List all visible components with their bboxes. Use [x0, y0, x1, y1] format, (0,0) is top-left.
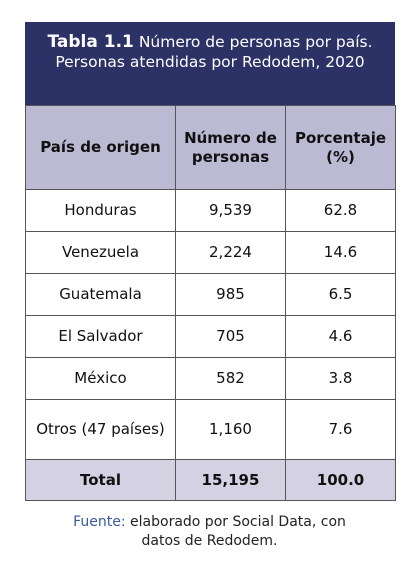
table-row: Otros (47 países) 1,160 7.6: [25, 399, 396, 460]
source-note: Fuente: elaborado por Social Data, con d…: [0, 513, 419, 551]
table-cell: 705: [175, 315, 286, 358]
table-cell: 2,224: [175, 231, 286, 274]
header-cell: Número de personas: [175, 105, 286, 190]
table-cell: 582: [175, 357, 286, 400]
total-cell: 15,195: [175, 459, 286, 501]
table-figure: Tabla 1.1 Número de personas por país. P…: [25, 22, 396, 501]
table-row: México 582 3.8: [25, 357, 396, 400]
table-cell: 3.8: [285, 357, 396, 400]
table-cell: 985: [175, 273, 286, 316]
table-cell: Otros (47 países): [25, 399, 176, 460]
table-cell: 4.6: [285, 315, 396, 358]
total-cell: 100.0: [285, 459, 396, 501]
total-row: Total 15,195 100.0: [25, 459, 396, 501]
table-cell: México: [25, 357, 176, 400]
header-cell: Porcentaje (%): [285, 105, 396, 190]
source-text: elaborado por Social Data, con datos de …: [130, 514, 346, 549]
total-cell: Total: [25, 459, 176, 501]
table-cell: 14.6: [285, 231, 396, 274]
table-cell: Venezuela: [25, 231, 176, 274]
table-cell: 7.6: [285, 399, 396, 460]
table-cell: Honduras: [25, 189, 176, 232]
data-table: País de origen Número de personas Porcenta…: [25, 105, 396, 501]
table-cell: 62.8: [285, 189, 396, 232]
title-label: Tabla 1.1: [47, 32, 134, 52]
table-row: Honduras 9,539 62.8: [25, 189, 396, 232]
table-row: Guatemala 985 6.5: [25, 273, 396, 316]
source-block: Fuente: elaborado por Social Data, con d…: [60, 513, 360, 551]
table-cell: 9,539: [175, 189, 286, 232]
title-text: Número de personas por país. Personas at…: [55, 33, 373, 71]
table-cell: Guatemala: [25, 273, 176, 316]
table-cell: El Salvador: [25, 315, 176, 358]
source-label: Fuente:: [73, 514, 126, 530]
table-cell: 1,160: [175, 399, 286, 460]
table-cell: 6.5: [285, 273, 396, 316]
header-row: País de origen Número de personas Porcenta…: [25, 105, 396, 190]
table-title: Tabla 1.1 Número de personas por país. P…: [25, 22, 395, 105]
table-row: Venezuela 2,224 14.6: [25, 231, 396, 274]
table-row: El Salvador 705 4.6: [25, 315, 396, 358]
header-cell: País de origen: [25, 105, 176, 190]
